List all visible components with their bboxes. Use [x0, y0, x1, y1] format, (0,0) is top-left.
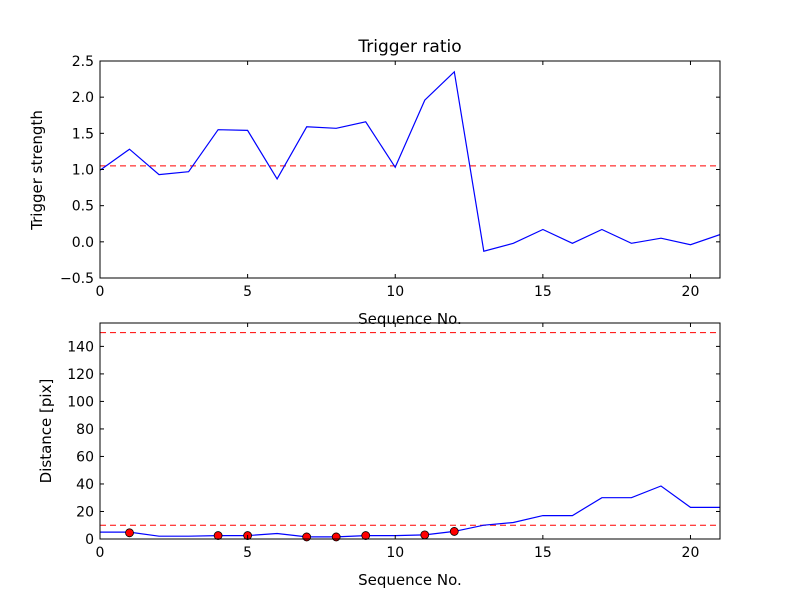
y-tick-label: 80	[76, 422, 94, 438]
chart-trigger-ratio: Trigger ratio Sequence No. Trigger stren…	[28, 37, 721, 328]
data-point-marker	[420, 530, 430, 540]
x-tick-label: 5	[243, 545, 252, 561]
data-point-marker	[331, 532, 341, 542]
x-tick-label: 0	[96, 284, 105, 300]
x-tick-label: 20	[682, 284, 700, 300]
y-tick-label: 140	[67, 339, 94, 355]
y-tick-label: 1.5	[72, 126, 94, 142]
data-point-marker	[125, 528, 134, 538]
y-tick-label: 0.5	[72, 199, 94, 215]
series-line	[100, 485, 720, 538]
data-point-marker	[361, 531, 371, 540]
x-axis-label: Sequence No.	[358, 310, 462, 328]
y-tick-label: 100	[67, 394, 94, 410]
data-point-marker	[449, 527, 459, 536]
plot-frame	[99, 322, 721, 540]
y-tick-label: 40	[76, 477, 94, 493]
y-tick-label: 1.0	[72, 163, 94, 179]
y-axis-label: Distance [pix]	[37, 379, 55, 484]
y-tick-label: 0.0	[72, 235, 94, 251]
chart-distance: Sequence No. Distance [pix] 0 5 10 15 20 0 20 4…	[37, 322, 721, 589]
x-axis-label: Sequence No.	[358, 571, 462, 589]
y-tick-label: 20	[76, 504, 94, 520]
data-point-marker	[302, 532, 312, 542]
y-tick-label: 2.0	[72, 90, 94, 106]
y-axis-label: Trigger strength	[28, 110, 46, 231]
x-tick-label: 15	[534, 545, 552, 561]
y-tick-label: 0	[85, 532, 94, 548]
series-line	[100, 70, 720, 252]
y-tick-label: 60	[76, 449, 94, 465]
data-point-marker	[213, 531, 223, 540]
x-tick-label: 5	[243, 284, 252, 300]
x-tick-label: 15	[534, 284, 552, 300]
x-tick-label: 10	[386, 284, 404, 300]
x-tick-label: 0	[96, 545, 105, 561]
chart-title: Trigger ratio	[357, 37, 461, 57]
y-tick-label: 2.5	[72, 54, 94, 70]
x-tick-label: 10	[386, 545, 404, 561]
y-tick-label: 120	[67, 367, 94, 383]
x-tick-label: 20	[682, 545, 700, 561]
y-tick-label: −0.5	[60, 271, 94, 287]
plot-frame	[99, 60, 721, 279]
